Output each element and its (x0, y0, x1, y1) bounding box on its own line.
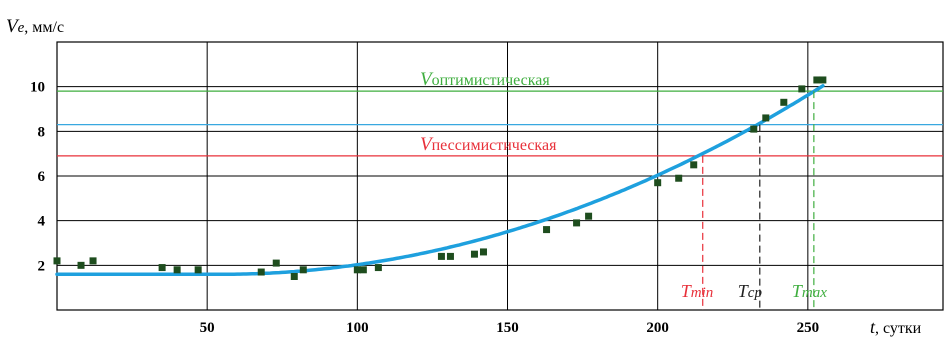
data-point (290, 273, 298, 280)
x-tick-label: 150 (496, 320, 519, 336)
y-axis-sub: e (18, 20, 25, 36)
data-point (359, 266, 367, 274)
data-point (446, 252, 454, 260)
y-axis-symbol: V (6, 16, 20, 37)
data-point (77, 261, 85, 269)
reference-line-label: Vоптимистическая (420, 69, 550, 90)
time-marker-label: Tmin (681, 281, 714, 301)
data-points (53, 76, 827, 280)
y-tick-label: 10 (30, 80, 45, 96)
x-tick-label: 50 (200, 320, 215, 336)
data-point (819, 76, 827, 84)
time-marker-label: Tmax (792, 281, 827, 301)
y-tick-label: 8 (38, 124, 46, 140)
data-point (470, 250, 478, 258)
x-tick-label: 100 (346, 320, 369, 336)
data-point (299, 266, 307, 274)
time-marker-label: Tcp (738, 281, 763, 301)
data-point (53, 257, 61, 265)
time-marker-symbol: T (738, 281, 750, 301)
time-marker-sub: min (691, 285, 714, 301)
data-point (762, 114, 770, 122)
data-point (573, 219, 581, 227)
x-tick-label: 250 (797, 320, 820, 336)
grid (56, 41, 944, 311)
x-axis-unit: , сутки (875, 320, 922, 337)
y-tick-label: 2 (38, 258, 46, 274)
data-point (158, 264, 166, 272)
y-axis-unit: , мм/с (24, 19, 64, 36)
data-point (479, 248, 487, 256)
time-markers: Tmin Tcp Tmax (681, 91, 827, 310)
trend-curve (55, 84, 825, 277)
reference-line-symbol: V (420, 69, 434, 90)
data-point (437, 252, 445, 260)
data-point (690, 161, 698, 169)
data-point (353, 266, 361, 274)
tick-labels: 50 100 150 200 250 2 4 6 8 10 (30, 80, 819, 336)
data-point (89, 257, 97, 265)
data-point (194, 266, 202, 274)
trend (55, 84, 825, 277)
data-point (585, 212, 593, 220)
x-axis-symbol: t (870, 317, 876, 337)
data-point (257, 268, 265, 276)
y-tick-label: 6 (38, 169, 46, 185)
time-marker-symbol: T (792, 281, 804, 301)
reference-line-label: Vпессимистическая (420, 134, 557, 155)
data-point (813, 76, 821, 84)
time-marker-sub: max (802, 285, 827, 301)
time-marker-sub: cp (748, 285, 763, 301)
data-point (654, 179, 662, 187)
x-tick-label: 200 (646, 320, 669, 336)
data-point (675, 174, 683, 182)
data-point (780, 98, 788, 106)
data-point (272, 259, 280, 267)
y-tick-label: 4 (38, 214, 46, 230)
y-axis-label: Ve, мм/с (6, 16, 64, 37)
x-axis-label: t, сутки (870, 317, 922, 337)
data-point (374, 264, 382, 272)
reference-line-text: оптимистическая (432, 72, 551, 89)
data-point (173, 266, 181, 274)
data-point (543, 226, 551, 234)
data-point (798, 85, 806, 93)
data-point (750, 125, 758, 133)
reference-line-text: пессимистическая (432, 137, 557, 154)
reference-line-symbol: V (420, 134, 434, 155)
time-marker-symbol: T (681, 281, 693, 301)
